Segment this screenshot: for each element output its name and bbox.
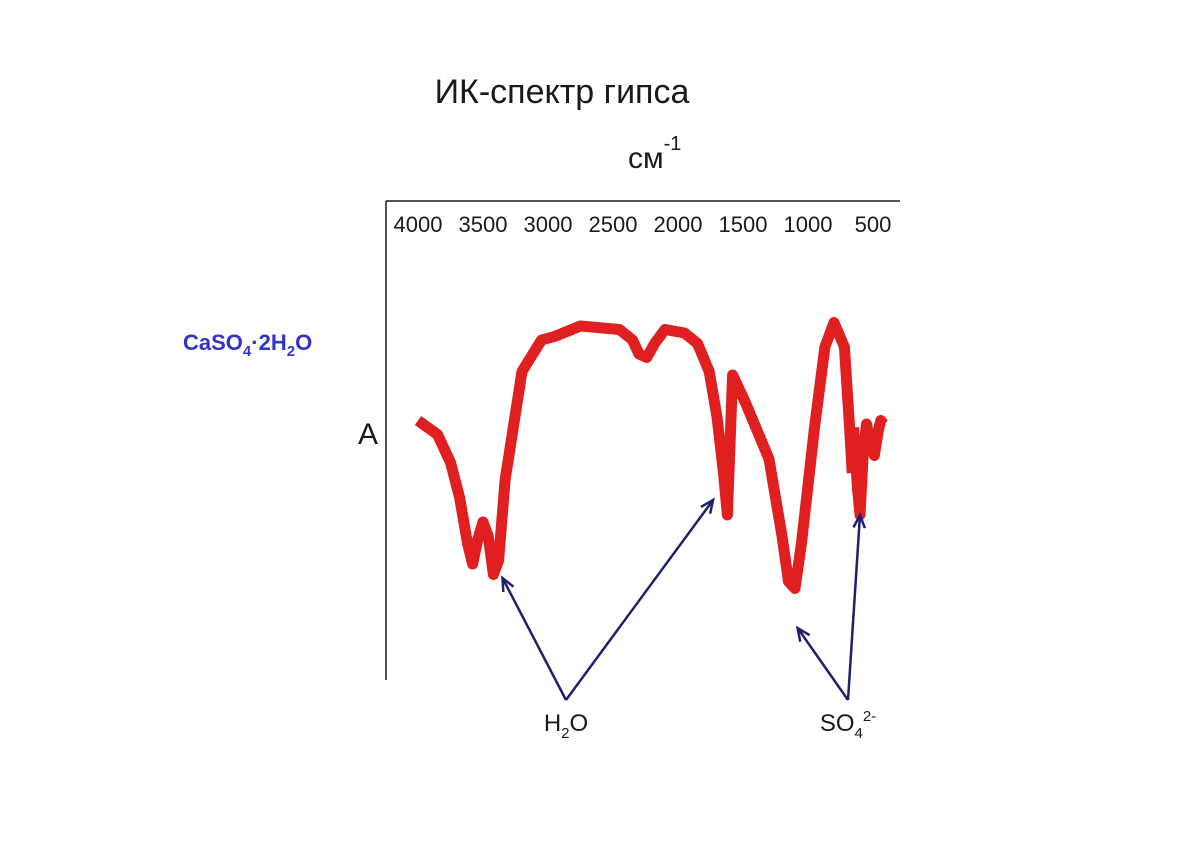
x-tick-label: 1500 [719, 212, 768, 237]
spectrum-curves [418, 323, 883, 589]
y-axis-label: A [358, 418, 378, 451]
x-tick-label: 3000 [524, 212, 573, 237]
x-axis-unit-base: см [628, 142, 664, 175]
annotation-label: SO42- [820, 708, 876, 742]
formula-subscript: 2 [287, 343, 295, 360]
annotation-arrow-line [848, 515, 860, 700]
formula-text: CaSO [183, 330, 243, 355]
annotation-label-tail: O [570, 710, 589, 737]
annotation-label-subscript: 2 [561, 725, 569, 742]
band-assignment-arrows [503, 500, 865, 700]
annotation-label-base: SO [820, 710, 855, 737]
spectrum-line-2 [854, 421, 884, 516]
chart-title: ИК-спектр гипса [435, 73, 690, 111]
formula-text: O [295, 330, 312, 355]
annotation-arrow-line [798, 628, 848, 700]
annotation-label-superscript: 2- [863, 708, 876, 725]
spectrum-line-1 [418, 323, 852, 589]
formula-text: ·2H [251, 330, 286, 355]
compound-formula-label: CaSO4·2H2O [183, 330, 312, 360]
annotation-arrow-line [503, 578, 567, 700]
x-tick-label: 2000 [654, 212, 703, 237]
band-assignment-labels: H2O SO42- [544, 708, 876, 742]
x-axis-unit-label: см-1 [628, 133, 681, 175]
x-tick-label: 4000 [394, 212, 443, 237]
x-tick-label: 1000 [784, 212, 833, 237]
annotation-label: H2O [544, 710, 588, 742]
x-tick-label: 3500 [459, 212, 508, 237]
annotation-label-base: H [544, 710, 561, 737]
x-tick-label: 500 [855, 212, 892, 237]
annotation-arrow-line [566, 500, 713, 700]
x-tick-labels: 4000 3500 3000 2500 2000 1500 1000 500 [394, 212, 892, 237]
x-axis-unit-exponent: -1 [664, 133, 682, 155]
annotation-label-subscript: 4 [855, 725, 863, 742]
x-tick-label: 2500 [589, 212, 638, 237]
